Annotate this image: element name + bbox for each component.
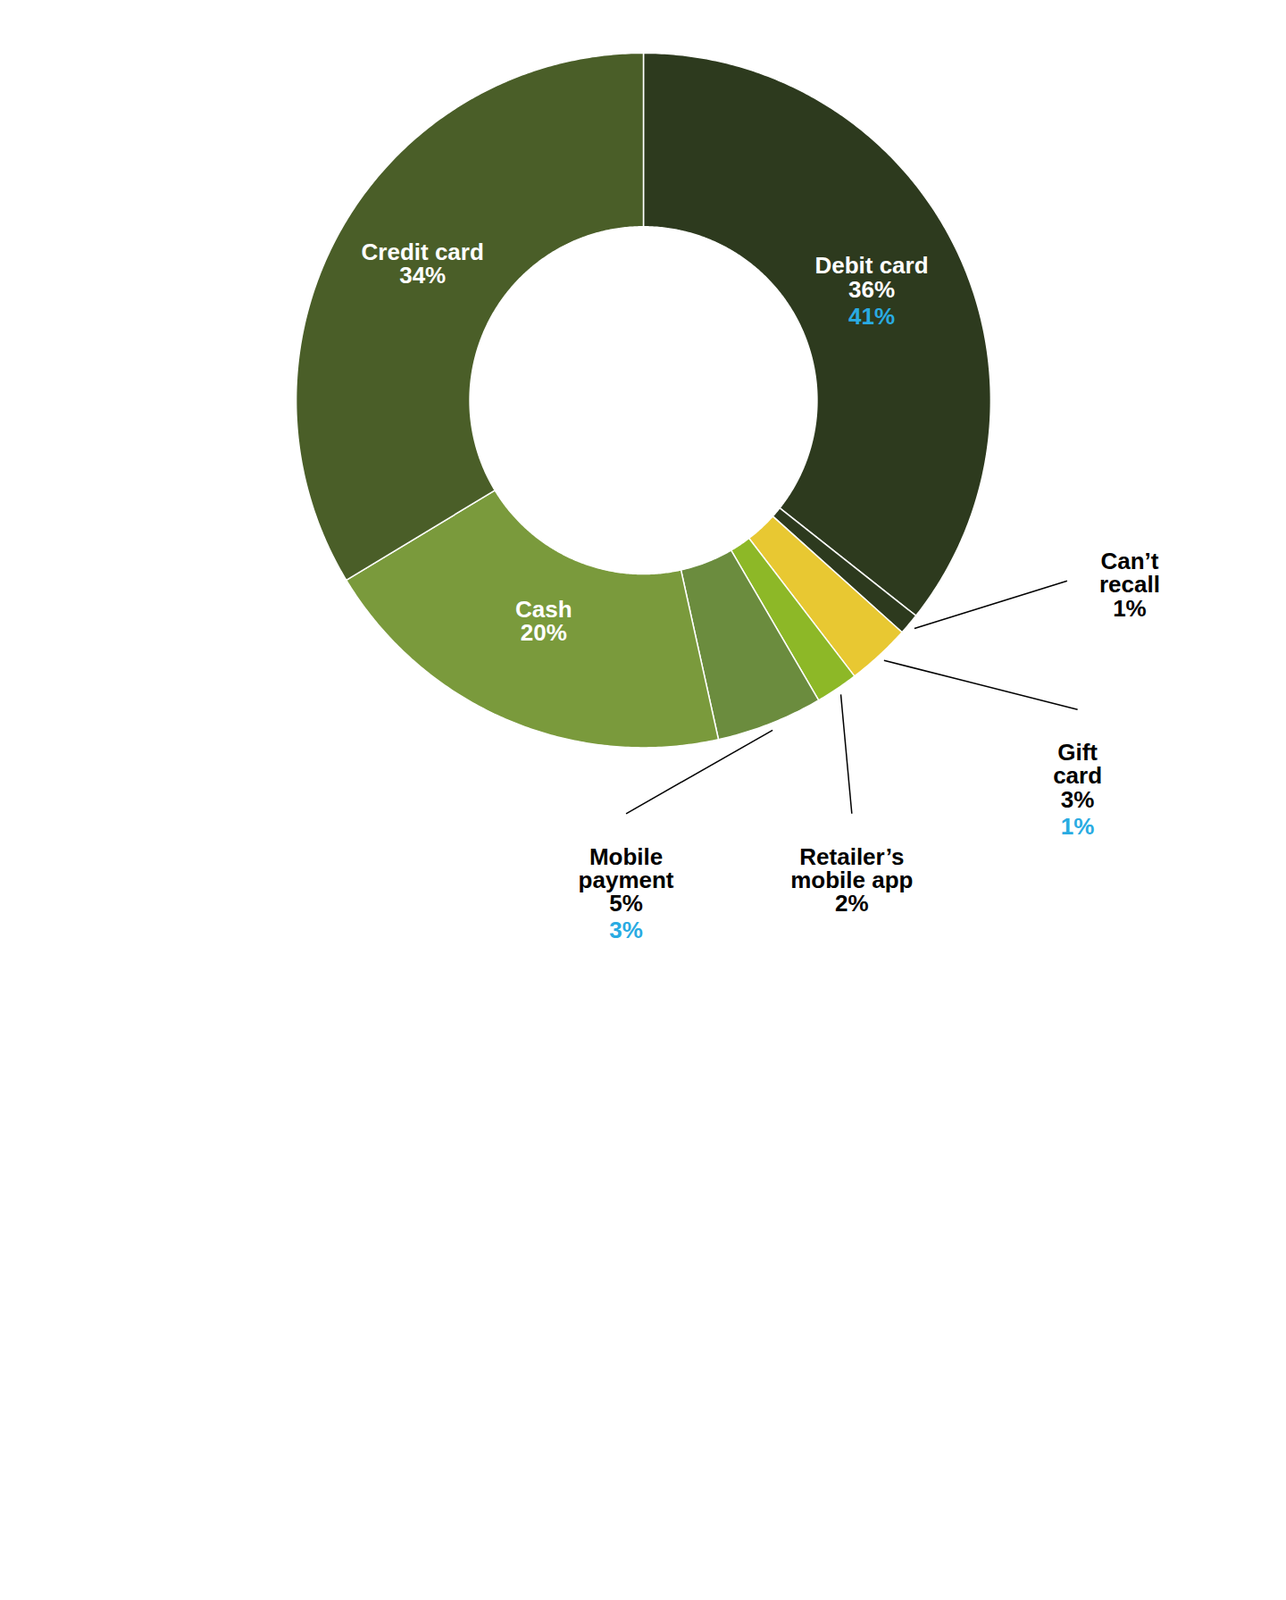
svg-text:Cash: Cash (515, 595, 573, 623)
svg-text:3%: 3% (1060, 785, 1095, 813)
svg-text:Credit card: Credit card (361, 238, 484, 266)
svg-text:2%: 2% (835, 889, 869, 917)
svg-text:3%: 3% (609, 916, 643, 944)
svg-text:36%: 36% (848, 275, 895, 303)
svg-text:Can’trecall: Can’trecall (1099, 547, 1161, 598)
svg-text:Giftcard: Giftcard (1052, 738, 1103, 789)
svg-text:1%: 1% (1112, 594, 1147, 622)
svg-text:34%: 34% (399, 261, 446, 289)
svg-text:5%: 5% (609, 889, 643, 917)
svg-text:41%: 41% (848, 302, 895, 330)
svg-text:Mobilepayment: Mobilepayment (578, 843, 675, 894)
svg-text:Debit card: Debit card (814, 252, 929, 279)
svg-text:1%: 1% (1060, 812, 1095, 840)
svg-text:Retailer’smobile app: Retailer’smobile app (790, 843, 913, 894)
svg-text:20%: 20% (520, 618, 568, 646)
